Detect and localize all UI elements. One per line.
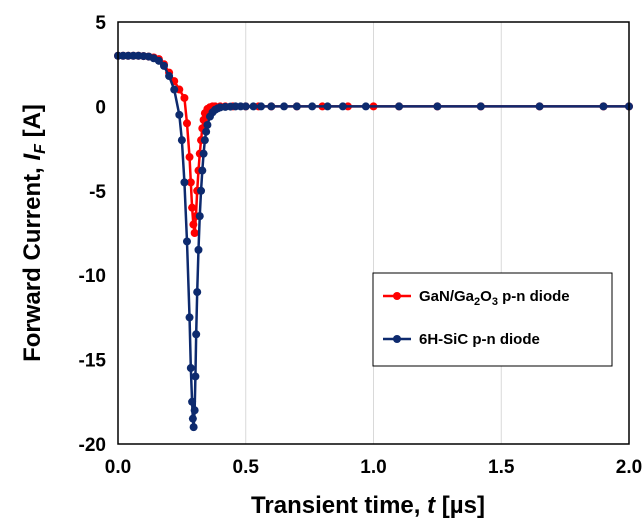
data-point [154,56,163,65]
legend-marker-gan [393,292,401,300]
data-point [198,166,207,175]
data-point [292,102,301,111]
y-tick-labels: 5 0 -5 -10 -15 -20 [79,13,107,456]
series-layer [114,51,633,432]
x-tick-label: 2.0 [616,457,642,478]
data-point [191,372,200,381]
data-point [188,397,197,406]
data-point [190,406,199,415]
data-point [476,102,485,111]
data-point [159,61,168,70]
data-point [599,102,608,111]
x-tick-label: 1.5 [488,457,515,478]
legend-marker-sic [393,335,401,343]
data-point [395,102,404,111]
data-point [199,149,208,158]
legend-label-sic: 6H-SiC p-n diode [419,331,540,348]
data-point [193,288,202,297]
series-6h-sic [114,51,633,432]
y-tick-label: 0 [95,97,106,118]
data-point [175,110,184,119]
data-point [165,72,174,81]
data-point [170,85,179,94]
data-point [323,102,332,111]
data-point [197,186,206,195]
data-point [182,119,191,128]
data-point [182,237,191,246]
data-point [180,93,189,102]
data-point [189,220,198,229]
data-point [308,102,317,111]
data-point [188,203,197,212]
data-point [194,245,203,254]
x-axis-title: Transient time, t [µs] [251,492,485,519]
data-point [535,102,544,111]
data-point [180,178,189,187]
y-tick-label: -10 [79,266,106,287]
data-point [433,102,442,111]
data-point [188,414,197,423]
data-point [185,313,194,322]
data-point [177,136,186,145]
legend-label-gan: GaN/Ga2O3 p-n diode [419,288,570,308]
data-point [280,102,289,111]
data-point [200,136,209,145]
data-point [186,364,195,373]
data-point [257,102,266,111]
data-point [192,330,201,339]
data-point [203,120,212,129]
data-point [202,127,211,136]
legend: GaN/Ga2O3 p-n diode 6H-SiC p-n diode [372,272,613,367]
data-point [241,102,250,111]
plot-frame [117,21,630,445]
y-tick-label: 5 [95,13,106,34]
x-tick-label: 0.5 [233,457,260,478]
data-point [190,229,199,237]
data-point [185,153,194,162]
x-tick-labels: 0.0 0.5 1.0 1.5 2.0 [105,457,642,478]
y-axis-title: Forward Current, IF [A] [19,104,49,362]
data-point [189,423,198,432]
y-tick-label: -5 [89,182,106,203]
series-line [118,54,629,429]
grid-lines [245,22,502,444]
x-tick-label: 1.0 [360,457,386,478]
y-tick-label: -15 [79,351,107,372]
data-point [195,212,204,221]
x-tick-label: 0.0 [105,457,131,478]
data-point [267,102,276,111]
data-point [249,102,258,111]
y-tick-label: -20 [79,435,106,456]
data-point [361,102,370,111]
legend-box [372,272,613,367]
data-point [338,102,347,111]
data-point [186,178,195,187]
